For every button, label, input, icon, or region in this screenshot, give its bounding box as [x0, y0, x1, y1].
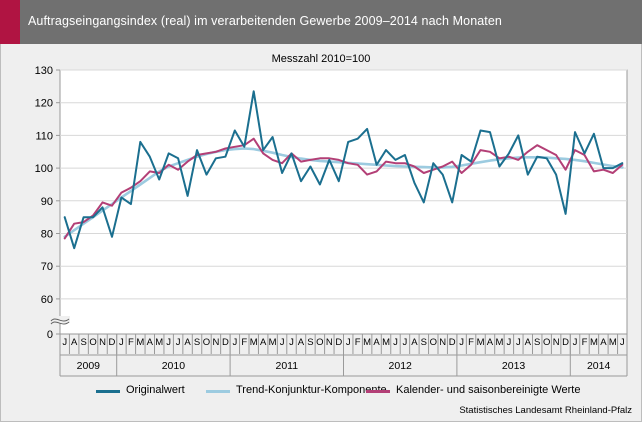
month-label: J: [176, 337, 181, 348]
accent-bar: [0, 0, 20, 44]
month-label: A: [373, 337, 380, 348]
month-label: J: [507, 337, 512, 348]
month-label: M: [590, 337, 598, 348]
month-label: D: [562, 337, 569, 348]
legend-swatch-original: [96, 390, 120, 393]
month-label: D: [222, 337, 229, 348]
month-label: S: [421, 337, 427, 348]
plot-area: [59, 69, 628, 335]
month-label: O: [316, 337, 323, 348]
axis-break-gap: [50, 316, 70, 323]
month-label: M: [363, 337, 371, 348]
y-tick-label: 0: [47, 329, 53, 341]
month-label: A: [184, 337, 191, 348]
year-label: 2009: [77, 360, 101, 372]
month-label: N: [99, 337, 106, 348]
month-label: O: [543, 337, 550, 348]
year-label: 2014: [587, 360, 611, 372]
month-label: J: [289, 337, 294, 348]
page-title: Auftragseingangsindex (real) im verarbei…: [28, 14, 502, 28]
legend-swatch-trend: [206, 390, 230, 393]
month-label: A: [71, 337, 78, 348]
year-label: 2013: [502, 360, 526, 372]
month-label: J: [573, 337, 578, 348]
month-label: J: [393, 337, 398, 348]
y-tick-label: 110: [35, 130, 53, 142]
year-label: 2011: [276, 360, 299, 372]
y-tick-label: 60: [41, 294, 53, 306]
legend-swatch-adjusted: [366, 390, 390, 393]
month-label: D: [109, 337, 116, 348]
y-tick-label: 130: [35, 65, 53, 77]
month-label: O: [203, 337, 210, 348]
month-label: S: [194, 337, 200, 348]
month-label: O: [430, 337, 437, 348]
month-label: A: [487, 337, 494, 348]
month-label: M: [382, 337, 390, 348]
month-label: J: [620, 337, 625, 348]
month-label: J: [166, 337, 171, 348]
month-label: S: [80, 337, 86, 348]
month-label: J: [280, 337, 285, 348]
header-bar: Auftragseingangsindex (real) im verarbei…: [0, 0, 642, 44]
month-label: N: [212, 337, 219, 348]
month-label: J: [62, 337, 67, 348]
y-tick-label: 90: [41, 196, 53, 208]
month-label: J: [403, 337, 408, 348]
month-label: J: [516, 337, 521, 348]
legend-label-adjusted: Kalender- und saisonbereinigte Werte: [396, 384, 581, 396]
year-label: 2010: [162, 360, 186, 372]
axis-break-line: [50, 321, 70, 325]
month-label: A: [411, 337, 418, 348]
month-label: N: [439, 337, 446, 348]
month-label: M: [269, 337, 277, 348]
source-note: Statistisches Landesamt Rheinland-Pfalz: [459, 405, 632, 416]
month-label: J: [459, 337, 464, 348]
month-label: F: [128, 337, 134, 348]
y-tick-label: 100: [35, 163, 53, 175]
month-label: M: [155, 337, 163, 348]
y-tick-label: 120: [35, 98, 53, 110]
month-label: M: [609, 337, 617, 348]
month-label: M: [136, 337, 144, 348]
month-label: J: [346, 337, 351, 348]
series-line-original: [63, 90, 624, 250]
month-label: F: [241, 337, 247, 348]
month-label: N: [553, 337, 560, 348]
month-label: M: [477, 337, 485, 348]
month-label: A: [298, 337, 305, 348]
month-label: D: [335, 337, 342, 348]
month-label: M: [495, 337, 503, 348]
month-label: F: [582, 337, 588, 348]
legend-label-original: Originalwert: [126, 384, 185, 396]
month-label: F: [355, 337, 361, 348]
month-label: A: [147, 337, 154, 348]
month-label: S: [534, 337, 540, 348]
chart-subtitle: Messzahl 2010=100: [271, 53, 371, 65]
month-label: J: [232, 337, 237, 348]
y-tick-label: 80: [41, 229, 53, 241]
month-label: A: [600, 337, 607, 348]
month-label: J: [119, 337, 124, 348]
month-label: F: [468, 337, 474, 348]
month-label: S: [307, 337, 313, 348]
month-label: A: [525, 337, 532, 348]
month-label: D: [449, 337, 456, 348]
month-label: O: [89, 337, 96, 348]
month-label: M: [250, 337, 258, 348]
month-label: A: [260, 337, 267, 348]
legend-label-trend: Trend-Konjunktur-Komponente: [236, 384, 387, 396]
year-label: 2012: [389, 360, 413, 372]
month-label: N: [326, 337, 333, 348]
y-tick-label: 70: [41, 261, 53, 273]
axis-break-line: [50, 318, 70, 322]
